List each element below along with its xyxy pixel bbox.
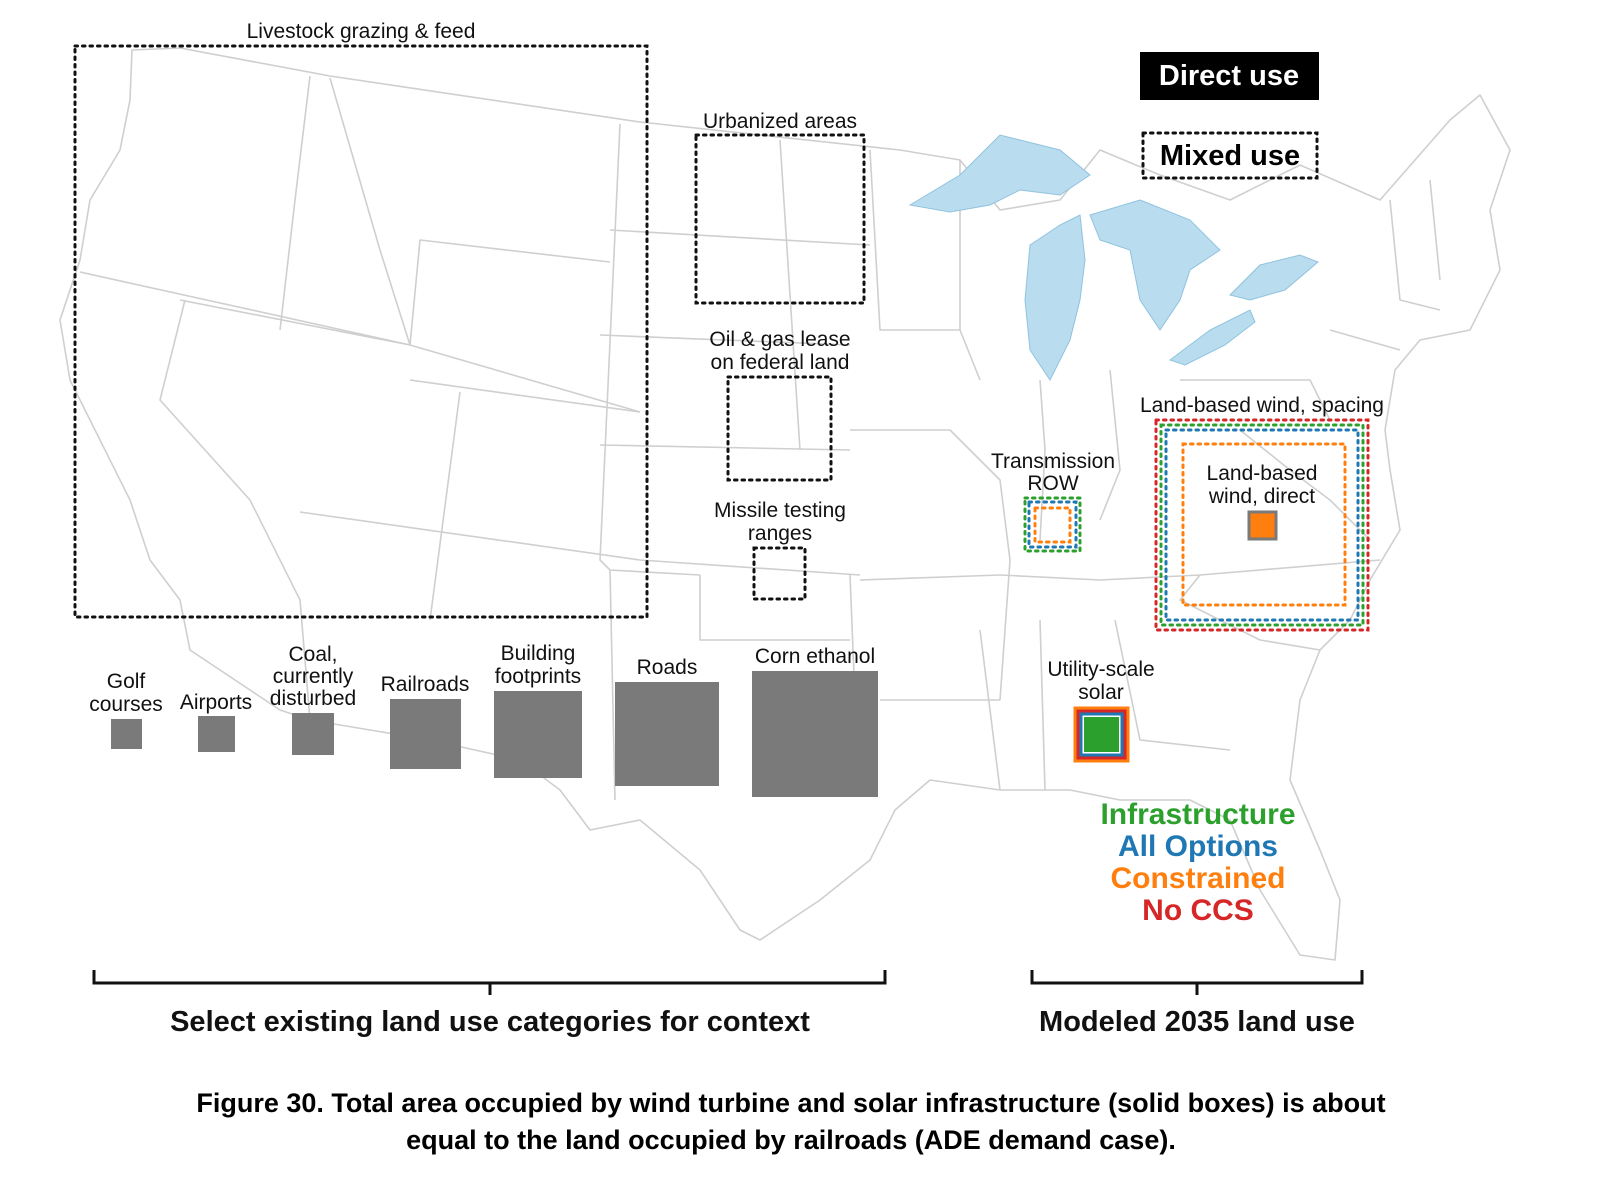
- wind-direct: Land-based wind, direct: [1207, 462, 1318, 541]
- transmission-label-line1: Transmission: [991, 450, 1115, 473]
- airports-label: Airports: [180, 691, 252, 714]
- solar-alloptions-box: [1079, 712, 1124, 757]
- scenario-constrained: Constrained: [1110, 862, 1285, 895]
- legend-direct-label: Direct use: [1159, 60, 1299, 92]
- coal-box: [292, 713, 334, 755]
- solar-nocss-box: [1076, 709, 1127, 760]
- coal-label-line3: disturbed: [270, 687, 356, 710]
- us-states-outline-icon: [59, 47, 1511, 961]
- corn-label: Corn ethanol: [755, 645, 875, 668]
- missile-label-line1: Missile testing: [714, 499, 846, 522]
- figure-caption: Figure 30. Total area occupied by wind t…: [196, 1088, 1385, 1155]
- transmission-label-line2: ROW: [1027, 472, 1079, 495]
- transmission-boxes: Transmission ROW: [991, 450, 1115, 553]
- urbanized-label: Urbanized areas: [703, 110, 857, 133]
- solar-label-line2: solar: [1078, 681, 1124, 704]
- transmission-constrained-box: [1033, 506, 1072, 544]
- mixed-use-boxes: Livestock grazing & feed Urbanized areas…: [73, 20, 866, 619]
- legend-mixed-swatch: [1141, 131, 1319, 180]
- wind-spacing-infrastructure-box: [1159, 423, 1365, 627]
- missile-label-line2: ranges: [748, 522, 812, 545]
- wind-spacing-nocss-box: [1154, 418, 1370, 632]
- wind-spacing-boxes: Land-based wind, spacing: [1140, 394, 1384, 632]
- livestock-label: Livestock grazing & feed: [247, 20, 476, 43]
- bracket-existing-label: Select existing land use categories for …: [170, 1006, 810, 1038]
- wind-direct-label-line2: wind, direct: [1208, 485, 1315, 508]
- scenario-legend: Infrastructure All Options Constrained N…: [1100, 798, 1295, 927]
- golf-box: [111, 719, 142, 749]
- wind-direct-label-line1: Land-based: [1207, 462, 1318, 485]
- oilgas-label-line1: Oil & gas lease: [709, 328, 850, 351]
- solar-infrastructure-box: [1084, 717, 1119, 752]
- solar: Utility-scale solar: [1047, 658, 1155, 763]
- railroads-label: Railroads: [381, 673, 470, 696]
- caption-line2: equal to the land occupied by railroads …: [406, 1125, 1176, 1155]
- solar-label-line1: Utility-scale: [1047, 658, 1154, 681]
- solar-constrained-box: [1073, 706, 1130, 763]
- urbanized-box: [694, 133, 866, 305]
- roads-label: Roads: [637, 656, 698, 679]
- building-label-line1: Building: [501, 642, 576, 665]
- wind-spacing-alloptions-box: [1164, 428, 1360, 622]
- bracket-modeled-label: Modeled 2035 land use: [1039, 1006, 1355, 1038]
- legend-direct-swatch: [1140, 52, 1319, 100]
- golf-label-line1: Golf: [107, 670, 146, 693]
- coal-label-line1: Coal,: [288, 643, 337, 666]
- scenario-nocss: No CCS: [1142, 894, 1254, 927]
- direct-use-boxes: Golf courses Airports Coal, currently di…: [89, 642, 878, 797]
- scenario-alloptions: All Options: [1118, 830, 1278, 863]
- caption-line1: Figure 30. Total area occupied by wind t…: [196, 1088, 1385, 1118]
- building-box: [494, 691, 582, 778]
- bracket-existing: Select existing land use categories for …: [92, 970, 887, 1038]
- airports-box: [198, 716, 235, 752]
- transmission-infrastructure-box: [1023, 496, 1082, 553]
- roads-box: [615, 682, 719, 786]
- missile-box: [752, 546, 807, 601]
- wind-spacing-label: Land-based wind, spacing: [1140, 394, 1384, 417]
- railroads-box: [390, 699, 461, 769]
- oilgas-label-line2: on federal land: [711, 351, 850, 374]
- oilgas-box: [726, 375, 833, 482]
- scenario-infrastructure: Infrastructure: [1100, 798, 1295, 831]
- golf-label-line2: courses: [89, 693, 163, 716]
- great-lakes-icon: [908, 134, 1319, 381]
- legend-mixed-label: Mixed use: [1160, 140, 1300, 172]
- wind-direct-box: [1247, 510, 1278, 541]
- building-label-line2: footprints: [495, 665, 581, 688]
- coal-label-line2: currently: [273, 665, 354, 688]
- transmission-alloptions-box: [1027, 500, 1078, 549]
- livestock-box: [73, 44, 649, 619]
- legend: Direct use Mixed use: [1140, 52, 1319, 180]
- wind-spacing-constrained-box: [1181, 442, 1347, 607]
- corn-box: [752, 671, 878, 797]
- bracket-modeled: Modeled 2035 land use: [1030, 970, 1364, 1038]
